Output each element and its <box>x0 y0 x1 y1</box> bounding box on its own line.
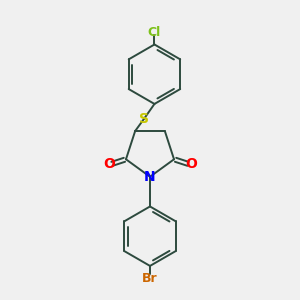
Text: N: N <box>144 170 156 184</box>
Text: O: O <box>185 157 197 171</box>
Text: S: S <box>139 112 149 126</box>
Text: Cl: Cl <box>148 26 161 38</box>
Text: Br: Br <box>142 272 158 285</box>
Text: O: O <box>103 157 115 171</box>
